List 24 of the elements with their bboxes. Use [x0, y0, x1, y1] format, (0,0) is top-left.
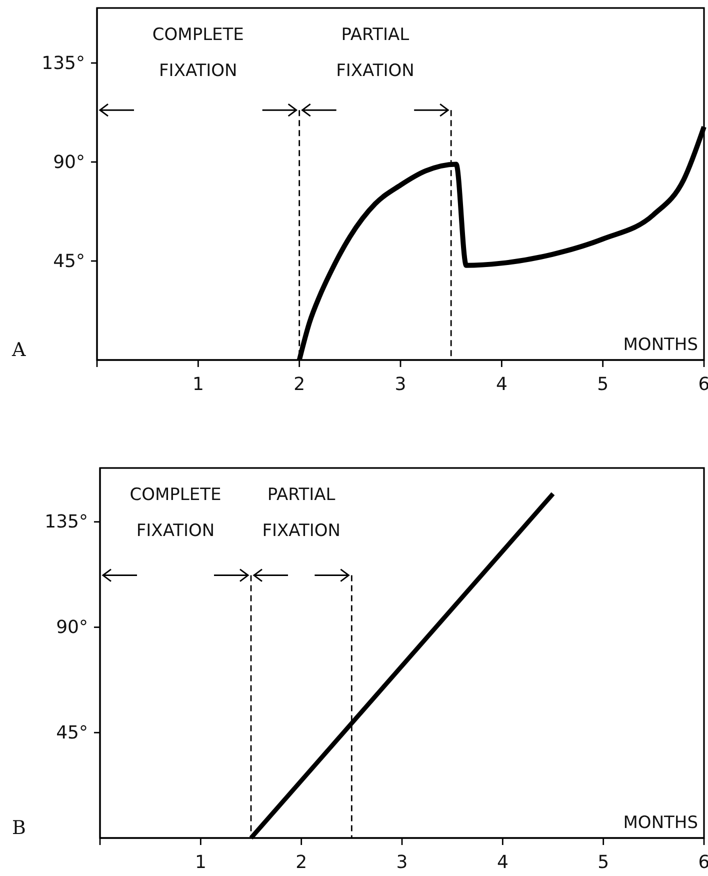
y-tick-label: 45° — [53, 250, 85, 272]
x-tick-label: 4 — [496, 374, 508, 395]
x-axis-title: MONTHS — [623, 335, 698, 355]
x-tick-label: 4 — [496, 852, 508, 873]
annotation: COMPLETE FIXATION — [130, 485, 222, 541]
annotation: PARTIAL FIXATION — [262, 485, 340, 541]
y-tick-label: 135° — [44, 512, 88, 533]
annotation: PARTIAL FIXATION — [336, 25, 414, 81]
annotation: COMPLETE FIXATION — [152, 25, 244, 81]
text: A — [11, 339, 26, 361]
x-axis-title: MONTHS — [623, 813, 698, 833]
y-tick-label: 135° — [42, 52, 85, 74]
x-tick-label: 5 — [597, 374, 609, 395]
x-tick-label: 1 — [192, 374, 204, 395]
x-tick-label: 2 — [294, 374, 306, 395]
text: B — [12, 817, 26, 839]
y-tick-label: 45° — [56, 722, 88, 744]
x-tick-label: 2 — [296, 852, 308, 873]
x-tick-label: 1 — [194, 852, 206, 873]
x-tick-label: 3 — [396, 852, 408, 873]
y-tick-label: 90° — [56, 617, 88, 638]
x-tick-label: 5 — [598, 852, 610, 873]
x-tick-label: 3 — [394, 374, 406, 395]
y-tick-label: 90° — [53, 152, 85, 173]
